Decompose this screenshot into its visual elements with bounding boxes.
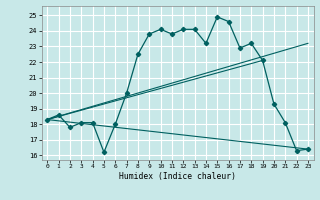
X-axis label: Humidex (Indice chaleur): Humidex (Indice chaleur) bbox=[119, 172, 236, 181]
